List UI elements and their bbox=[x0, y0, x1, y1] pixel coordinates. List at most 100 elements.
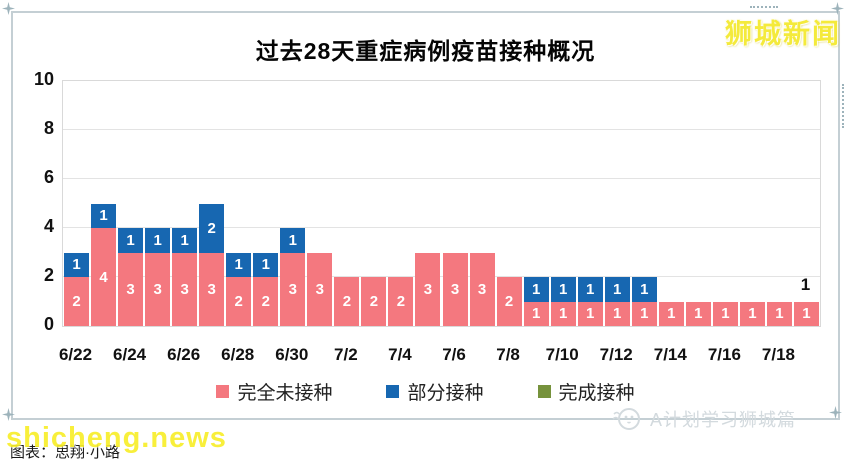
bar-value-label: 1 bbox=[234, 256, 243, 274]
bar-value-label: 1 bbox=[640, 280, 649, 298]
bar-value-label: 3 bbox=[423, 280, 433, 298]
bar-segment: 3 bbox=[280, 252, 306, 326]
bar-segment: 3 bbox=[307, 252, 333, 326]
x-tick-label: 7/12 bbox=[599, 345, 633, 364]
legend: 完全未接种 部分接种 完成接种 bbox=[0, 378, 851, 405]
x-tick-label: 6/22 bbox=[58, 345, 93, 364]
resize-handle-top-left-icon[interactable] bbox=[2, 2, 16, 16]
bar-segment: 3 bbox=[145, 252, 171, 326]
bar-value-label: 1 bbox=[667, 305, 676, 323]
y-tick-label: 2 bbox=[43, 265, 54, 285]
bar-value-label: 1 bbox=[640, 305, 649, 323]
bar-segment: 1 bbox=[577, 301, 603, 326]
site-watermark: shicheng.news bbox=[6, 422, 227, 454]
compass-handle-icon bbox=[2, 2, 15, 15]
bar-value-label: 2 bbox=[207, 219, 216, 237]
bar-value-label: 1 bbox=[126, 231, 135, 249]
bar-value-label: 1 bbox=[586, 280, 595, 298]
bar-value-label: 3 bbox=[315, 280, 324, 298]
compass-handle-icon bbox=[831, 2, 844, 15]
legend-swatch bbox=[537, 385, 551, 398]
resize-handle-right-middle[interactable] bbox=[842, 84, 844, 128]
bar-value-label: 3 bbox=[126, 280, 135, 298]
bar-value-label: 2 bbox=[234, 293, 243, 310]
legend-label: 部分接种 bbox=[407, 383, 484, 404]
x-tick-label: 7/10 bbox=[545, 345, 579, 364]
x-tick-label: 6/30 bbox=[275, 345, 309, 364]
bar-total-annotation: 1 bbox=[800, 274, 811, 294]
bar-segment: 1 bbox=[712, 301, 738, 326]
x-tick-label: 7/8 bbox=[496, 345, 520, 364]
bar-segment: 3 bbox=[172, 252, 198, 326]
bar-segment: 1 bbox=[550, 301, 576, 326]
bar-value-label: 1 bbox=[72, 256, 81, 274]
bar-value-label: 1 bbox=[694, 305, 703, 323]
bar-segment: 1 bbox=[658, 301, 684, 326]
bar-value-label: 1 bbox=[558, 305, 568, 323]
bar-value-label: 1 bbox=[748, 305, 757, 323]
bar-segment: 2 bbox=[226, 277, 252, 326]
x-tick-label: 7/16 bbox=[707, 345, 741, 364]
bar-value-label: 1 bbox=[586, 305, 595, 323]
bar-value-label: 1 bbox=[531, 280, 541, 298]
bar-value-label: 3 bbox=[450, 280, 460, 298]
channel-watermark-text: A计划学习狮城篇 bbox=[650, 410, 797, 430]
selection-frame bbox=[11, 11, 840, 420]
bar-value-label: 1 bbox=[613, 305, 622, 323]
bar-segment: 3 bbox=[469, 252, 495, 326]
bar-segment: 1 bbox=[685, 301, 711, 326]
bar-value-label: 2 bbox=[396, 293, 406, 310]
chick-icon bbox=[612, 408, 640, 430]
bar-value-label: 1 bbox=[288, 231, 297, 249]
legend-swatch bbox=[386, 385, 400, 398]
y-tick-label: 10 bbox=[33, 69, 54, 89]
bar-segment: 1 bbox=[253, 252, 279, 277]
compass-handle-icon bbox=[2, 408, 15, 421]
x-tick-label: 6/28 bbox=[221, 345, 255, 364]
y-tick-label: 6 bbox=[43, 167, 54, 187]
bar-segment: 3 bbox=[442, 252, 468, 326]
chart-title: 过去28天重症病例疫苗接种概况 bbox=[255, 38, 596, 64]
bar-segment: 1 bbox=[739, 301, 765, 326]
x-tick-label: 7/14 bbox=[653, 345, 687, 364]
bar-value-label: 1 bbox=[775, 305, 784, 323]
resize-handle-top-right-icon[interactable] bbox=[831, 2, 845, 16]
compass-handle-icon bbox=[829, 406, 842, 419]
bar-value-label: 1 bbox=[802, 305, 811, 323]
y-tick-label: 4 bbox=[43, 216, 54, 236]
bar-value-label: 1 bbox=[531, 305, 541, 323]
resize-handle-bottom-left-icon[interactable] bbox=[2, 408, 16, 422]
bar-value-label: 1 bbox=[558, 280, 568, 298]
gridline bbox=[63, 276, 820, 277]
bar-segment: 1 bbox=[64, 252, 90, 277]
x-tick-label: 7/18 bbox=[761, 345, 795, 364]
bar-segment: 3 bbox=[118, 252, 144, 326]
legend-item: 完全未接种 bbox=[216, 378, 332, 405]
bar-value-label: 2 bbox=[261, 293, 270, 310]
bar-segment: 1 bbox=[631, 277, 657, 302]
bar-segment: 1 bbox=[577, 277, 603, 302]
x-tick-label: 7/2 bbox=[334, 345, 358, 364]
bar-value-label: 1 bbox=[153, 231, 162, 249]
bar-segment: 1 bbox=[604, 301, 630, 326]
x-tick-label: 6/24 bbox=[113, 345, 147, 364]
bar-value-label: 1 bbox=[99, 207, 108, 225]
resize-handle-bottom-right-icon[interactable] bbox=[829, 406, 843, 420]
y-tick-label: 8 bbox=[43, 118, 54, 138]
bar-segment: 2 bbox=[496, 277, 522, 326]
bar-segment: 3 bbox=[415, 252, 441, 326]
bar-value-label: 2 bbox=[72, 293, 81, 310]
legend-swatch bbox=[216, 385, 230, 398]
chart-caption: 图表：思翔·小路 bbox=[10, 444, 120, 461]
brand-logo-text: 狮城新闻 bbox=[725, 19, 841, 49]
bar-value-label: 1 bbox=[613, 280, 622, 298]
bar-segment: 2 bbox=[253, 277, 279, 326]
gridline bbox=[63, 129, 820, 130]
bar-value-label: 3 bbox=[288, 280, 297, 298]
legend-label: 完全未接种 bbox=[237, 383, 333, 404]
resize-handle-top-edge[interactable] bbox=[750, 6, 778, 8]
bar-value-label: 3 bbox=[153, 280, 162, 298]
bar-value-label: 3 bbox=[180, 280, 189, 298]
channel-watermark: A计划学习狮城篇 bbox=[612, 406, 796, 432]
